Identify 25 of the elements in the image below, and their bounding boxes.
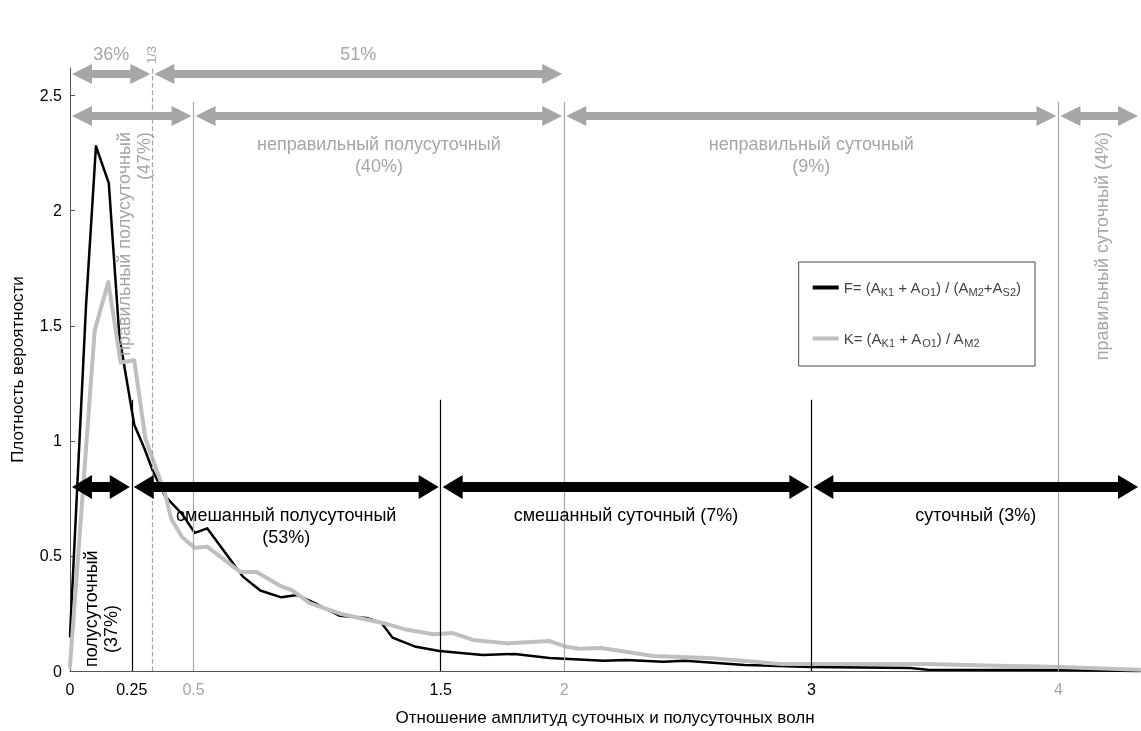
- annotation: 1/3: [144, 45, 160, 64]
- annotation: суточный (3%): [915, 505, 1037, 526]
- x-axis-title: Отношение амплитуд суточных и полусуточных волн: [395, 708, 815, 727]
- annotation: неправильный полусуточный (40%): [256, 134, 501, 176]
- annotation: правильный полусуточный (47%): [114, 132, 154, 356]
- y-tick-label: 0: [53, 662, 63, 680]
- annotation: неправильный суточный (9%): [708, 134, 914, 176]
- y-tick-label: 1: [53, 432, 63, 450]
- x-tick-label: 4: [1054, 680, 1063, 698]
- x-tick-label: 0.5: [182, 680, 205, 698]
- x-tick-label: 1.5: [429, 680, 452, 698]
- y-tick-label: 1.5: [39, 317, 63, 335]
- y-axis-title: Плотность вероятности: [8, 276, 27, 463]
- text: 51%: [340, 44, 377, 64]
- annotation: правильный суточный (4%): [1091, 132, 1112, 361]
- y-tick-label: 2: [53, 202, 63, 220]
- text: 36%: [93, 44, 130, 64]
- x-tick-label: 0.25: [116, 680, 148, 698]
- x-tick-label: 2: [559, 680, 569, 698]
- annotation: смешанный суточный (7%): [513, 505, 739, 526]
- y-tick-label: 2.5: [39, 87, 63, 105]
- x-tick-label: 3: [806, 680, 816, 698]
- x-tick-label: 0: [65, 680, 75, 698]
- annotation: полусуточный (37%): [81, 550, 122, 667]
- y-tick-label: 0.5: [39, 547, 63, 565]
